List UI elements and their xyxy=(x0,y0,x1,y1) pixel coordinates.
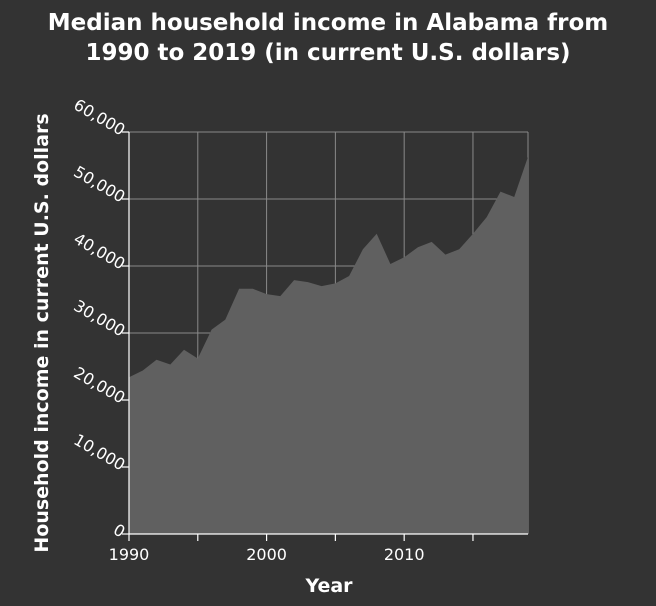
y-tick-label: 30,000 xyxy=(71,296,129,340)
income-area xyxy=(129,156,528,535)
x-tick-label: 1990 xyxy=(109,545,150,564)
x-axis-ticks: 1990 2000 2010 xyxy=(109,534,474,564)
y-tick-label: 50,000 xyxy=(71,162,129,206)
y-axis-title: Household income in current U.S. dollars xyxy=(31,113,53,552)
x-tick-label: 2000 xyxy=(246,545,287,564)
y-axis-ticks: 0 10,000 20,000 30,000 40,000 50,000 60,000 xyxy=(71,95,129,541)
x-axis-title: Year xyxy=(304,575,353,597)
y-tick-label: 20,000 xyxy=(71,363,129,407)
y-tick-label: 40,000 xyxy=(71,229,129,273)
chart-title-line-1: Median household income in Alabama from xyxy=(48,10,608,36)
y-tick-label: 0 xyxy=(110,520,128,542)
chart-title-line-2: 1990 to 2019 (in current U.S. dollars) xyxy=(85,40,570,66)
x-tick-label: 2010 xyxy=(384,545,425,564)
y-tick-label: 10,000 xyxy=(71,430,129,474)
y-tick-label: 60,000 xyxy=(71,95,129,139)
